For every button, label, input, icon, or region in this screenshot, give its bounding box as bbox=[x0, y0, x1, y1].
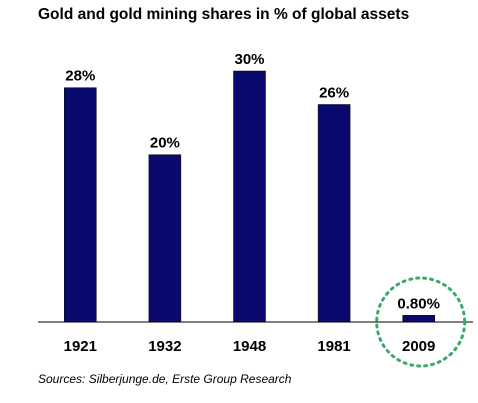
tick-label-2009: 2009 bbox=[402, 338, 435, 355]
tick-label-1921: 1921 bbox=[64, 338, 97, 355]
data-label-1948: 30% bbox=[234, 51, 264, 68]
data-labels-layer: 28% 20% 30% 26% 0.80% bbox=[65, 51, 440, 312]
data-label-1921: 28% bbox=[65, 68, 95, 85]
bar-1948 bbox=[233, 70, 266, 323]
bar-2009 bbox=[402, 315, 435, 323]
source-note: Sources: Silberjunge.de, Erste Group Res… bbox=[38, 372, 292, 386]
data-label-1981: 26% bbox=[319, 85, 349, 102]
tick-label-1981: 1981 bbox=[317, 338, 350, 355]
tick-label-1932: 1932 bbox=[148, 338, 181, 355]
chart-title: Gold and gold mining shares in % of glob… bbox=[38, 6, 410, 23]
bar-1932 bbox=[148, 154, 182, 323]
tick-label-1948: 1948 bbox=[233, 338, 266, 355]
tick-labels-layer: 1921 1932 1948 1981 2009 bbox=[64, 338, 436, 355]
data-label-1932: 20% bbox=[150, 135, 180, 152]
bars-layer bbox=[64, 70, 435, 323]
bar-1981 bbox=[317, 104, 351, 323]
bar-1921 bbox=[64, 87, 97, 323]
highlight-circle bbox=[375, 276, 467, 368]
data-label-2009: 0.80% bbox=[397, 295, 440, 312]
